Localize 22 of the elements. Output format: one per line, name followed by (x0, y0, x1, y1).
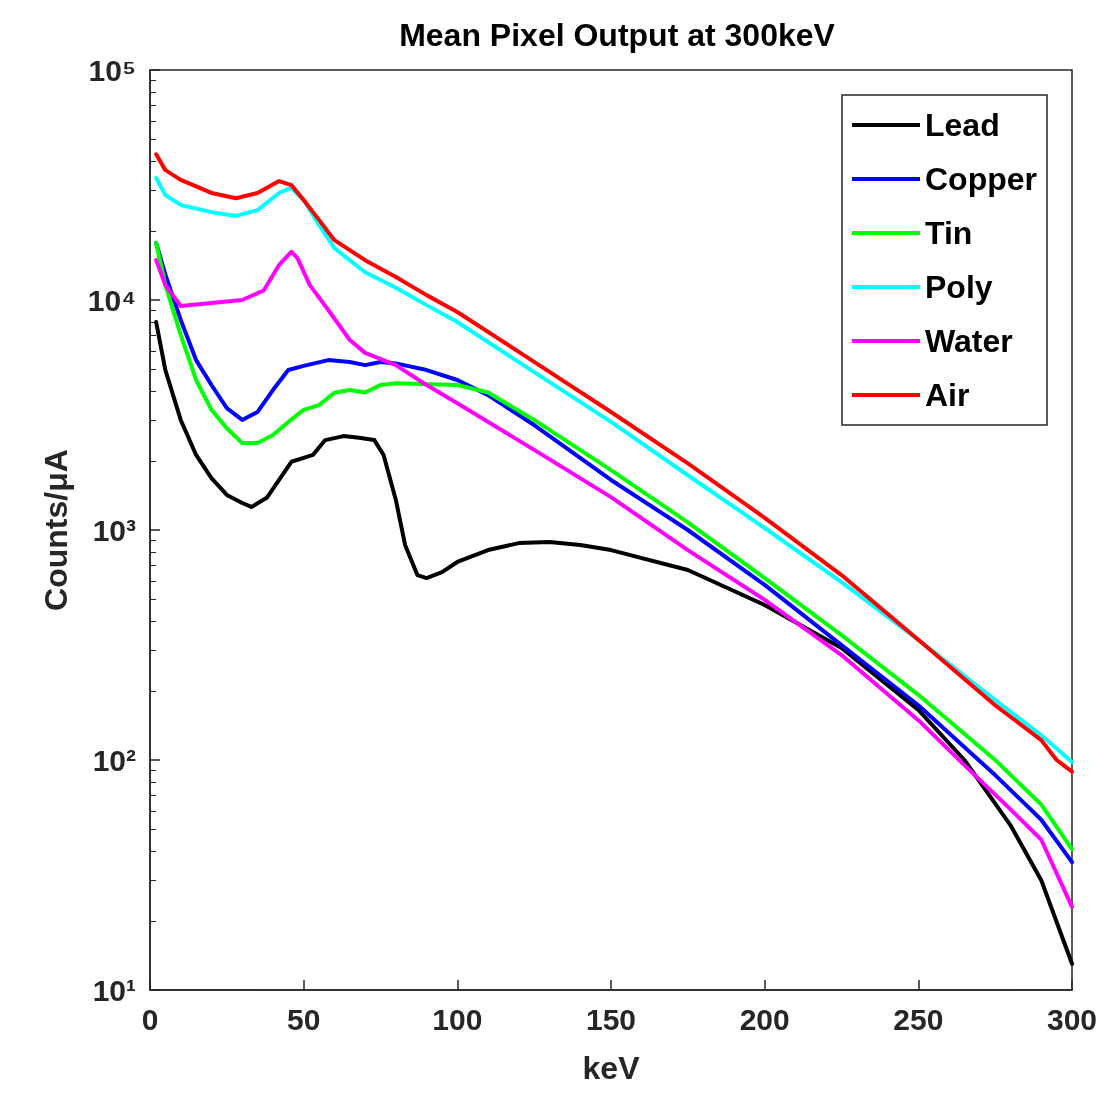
y-tick-label: 10¹ (92, 973, 137, 1007)
x-axis-title: keV (582, 1050, 641, 1086)
legend-label: Tin (925, 215, 973, 251)
y-tick-label: 10² (92, 743, 137, 777)
legend-label: Water (925, 323, 1013, 359)
chart-title: Mean Pixel Output at 300keV (399, 17, 836, 53)
x-tick-label: 0 (141, 1002, 159, 1036)
legend-label: Poly (925, 269, 993, 305)
y-tick-label: 10⁵ (88, 53, 136, 87)
x-tick-label: 50 (286, 1002, 321, 1036)
legend-label: Copper (925, 161, 1037, 197)
x-tick-label: 100 (432, 1002, 483, 1036)
x-tick-label: 250 (893, 1002, 944, 1036)
line-series (154, 320, 1074, 966)
x-tick-label: 150 (585, 1002, 637, 1036)
y-tick-label: 10³ (92, 513, 137, 547)
y-tick-label: 10⁴ (87, 283, 136, 317)
legend-label: Lead (925, 107, 1000, 143)
y-axis-title: Counts/μA (38, 449, 74, 611)
x-tick-label: 200 (739, 1002, 790, 1036)
x-tick-label: 300 (1046, 1002, 1098, 1036)
legend-label: Air (925, 377, 970, 413)
